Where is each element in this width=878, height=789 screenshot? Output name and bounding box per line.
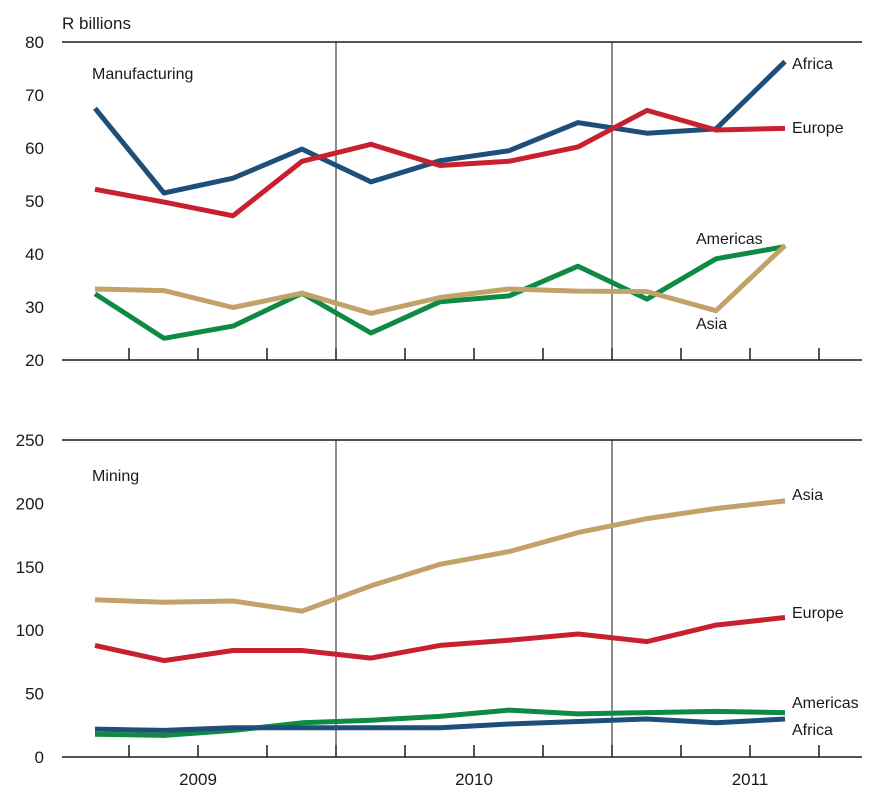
y-tick-label: 100 <box>16 621 44 640</box>
series-label-africa: Africa <box>792 56 833 73</box>
y-tick-label: 50 <box>25 192 44 211</box>
y-tick-label: 150 <box>16 558 44 577</box>
panel-label-mining: Mining <box>92 468 139 485</box>
series-line-africa <box>93 59 787 196</box>
y-tick-label: 70 <box>25 86 44 105</box>
series-line-americas <box>94 707 786 738</box>
y-tick-label: 40 <box>25 245 44 264</box>
series-line-asia <box>94 243 787 316</box>
y-tick-label: 250 <box>16 431 44 450</box>
series-label-asia: Asia <box>696 316 727 333</box>
y-tick-label: 50 <box>25 685 44 704</box>
x-tick-marks <box>128 745 820 757</box>
series-label-americas: Americas <box>696 231 763 248</box>
x-year-label: 2010 <box>455 770 493 789</box>
series-label-europe: Europe <box>792 605 844 622</box>
manufacturing-panel: R billions Manufacturing 20304050607080 … <box>25 14 862 370</box>
y-tick-label: 0 <box>35 748 44 767</box>
y-tick-label: 30 <box>25 298 44 317</box>
x-tick-marks <box>128 348 820 360</box>
series-lines <box>93 59 787 341</box>
series-labels: Africa Europe Americas Asia <box>696 56 844 333</box>
mining-panel: Mining 0 50 100 150 200 250 Asia Europe America… <box>16 431 862 789</box>
series-label-americas: Americas <box>792 695 859 712</box>
series-labels: Asia Europe Americas Africa <box>792 487 859 739</box>
series-line-europe <box>94 615 786 664</box>
series-label-asia: Asia <box>792 487 823 504</box>
panel-label-manufacturing: Manufacturing <box>92 66 193 83</box>
series-line-americas <box>93 244 786 341</box>
x-year-label: 2009 <box>179 770 217 789</box>
y-tick-labels: 0 50 100 150 200 250 <box>16 431 44 767</box>
y-tick-labels: 20 30 40 50 60 70 80 <box>25 33 44 370</box>
y-tick-label: 20 <box>25 351 44 370</box>
series-line-asia <box>94 498 786 614</box>
y-tick-label: 80 <box>25 33 44 52</box>
x-year-labels: 2009 2010 2011 <box>179 770 768 789</box>
series-line-europe <box>94 107 786 219</box>
x-year-label: 2011 <box>732 770 769 789</box>
y-tick-label: 60 <box>25 139 44 158</box>
y-tick-label: 200 <box>16 494 44 513</box>
series-label-africa: Africa <box>792 722 833 739</box>
series-lines <box>94 498 786 738</box>
series-label-europe: Europe <box>792 120 844 137</box>
series-line-africa <box>94 716 786 733</box>
y-axis-title: R billions <box>62 14 131 33</box>
